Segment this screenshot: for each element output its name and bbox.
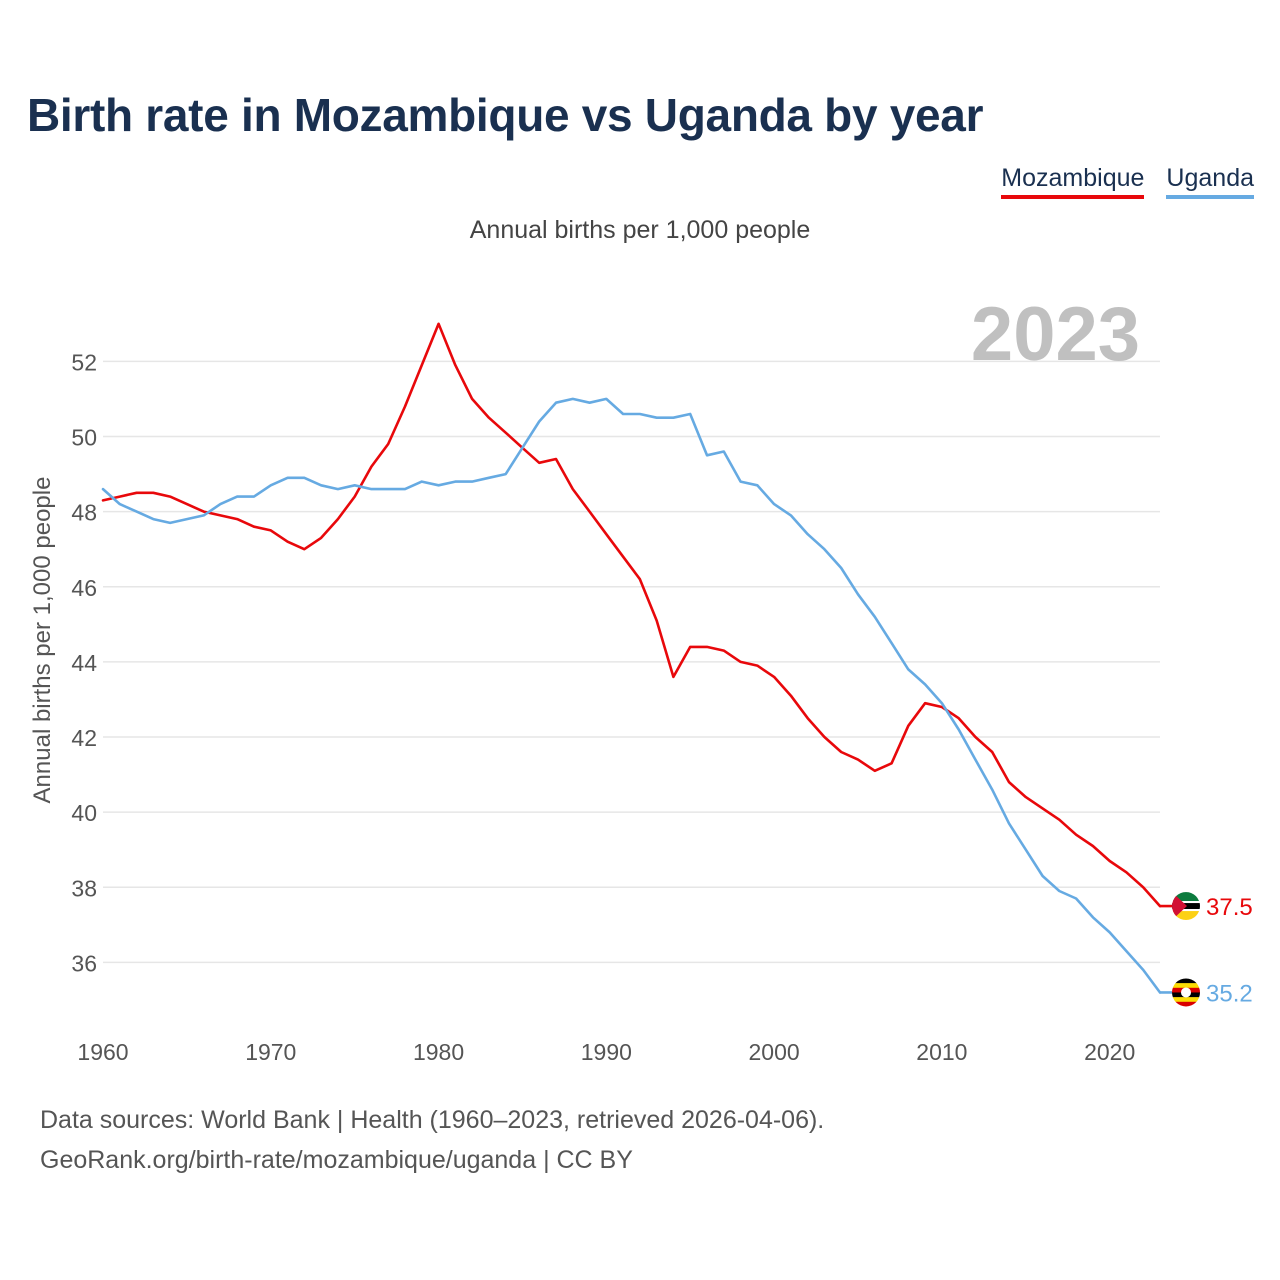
chart-subtitle: Annual births per 1,000 people [469,216,811,244]
year-watermark: 2023 [971,292,1140,377]
x-tick-label: 1960 [77,1039,128,1065]
y-tick-label: 46 [71,575,97,601]
y-tick-label: 38 [71,875,97,901]
flag-uganda-icon [1172,978,1200,1007]
x-tick-label: 1980 [413,1039,464,1065]
attribution-link[interactable]: GeoRank.org/birth-rate/mozambique/uganda… [40,1146,633,1174]
y-axis-label: Annual births per 1,000 people [29,477,56,804]
chart-plot: 36 38 40 42 44 46 48 50 52 1960 1970 1980 1990 2000 20… [29,292,1253,1065]
y-tick-label: 44 [71,650,97,676]
end-value-label-mozambique: 37.5 [1206,894,1253,921]
y-tick-label: 52 [71,349,97,375]
flag-mozambique-icon [1172,892,1200,921]
chart-title: Birth rate in Mozambique vs Uganda by ye… [27,89,984,141]
legend-item-uganda[interactable]: Uganda [1166,164,1254,199]
x-tick-label: 2020 [1084,1039,1135,1065]
series-line-uganda [101,397,1162,994]
series-line-mozambique [101,322,1162,908]
x-tick-label: 1970 [245,1039,296,1065]
y-tick-label: 50 [71,425,97,451]
legend: Mozambique Uganda [1001,164,1254,199]
y-tick-label: 42 [71,725,97,751]
y-tick-label: 36 [71,950,97,976]
x-tick-label: 2010 [916,1039,967,1065]
end-value-label-uganda: 35.2 [1206,980,1253,1007]
x-tick-label: 1990 [581,1039,632,1065]
legend-item-mozambique[interactable]: Mozambique [1001,164,1145,199]
data-source-note: Data sources: World Bank | Health (1960–… [40,1106,825,1134]
x-tick-label: 2000 [749,1039,800,1065]
y-tick-label: 48 [71,500,97,526]
y-tick-label: 40 [71,800,97,826]
